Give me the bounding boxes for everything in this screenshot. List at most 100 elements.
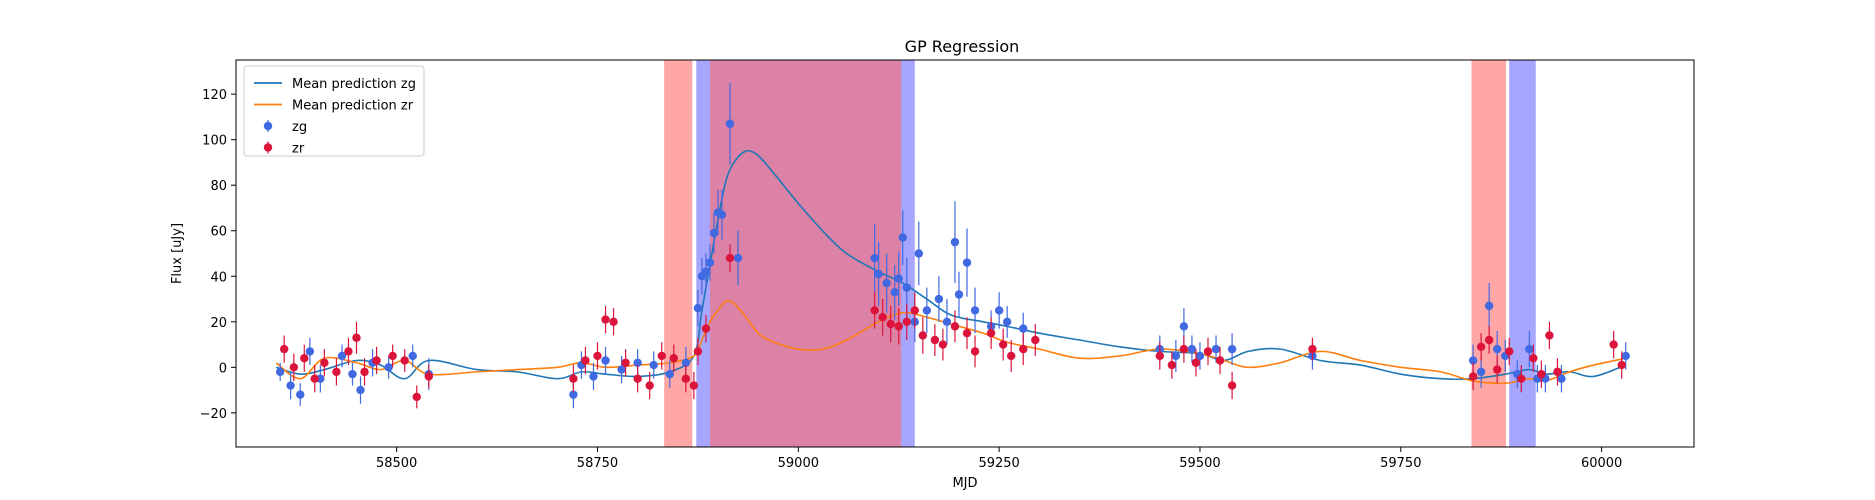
chart-title: GP Regression <box>905 37 1020 56</box>
point-zr-22 <box>657 351 666 361</box>
point-zg-19 <box>665 369 674 379</box>
point-zr-31 <box>886 319 895 329</box>
point-zg-36 <box>902 283 911 292</box>
band-red-2 <box>709 60 902 447</box>
point-zr-41 <box>986 328 996 338</box>
point-zr-10 <box>388 351 397 361</box>
point-zg-53 <box>1187 344 1197 354</box>
point-zr-61 <box>1537 369 1546 379</box>
point-zr-40 <box>970 347 980 356</box>
point-zg-60 <box>1484 301 1494 311</box>
x-tick-label: 58500 <box>376 456 417 471</box>
point-zg-28 <box>725 119 735 128</box>
point-zg-1 <box>286 381 295 390</box>
point-zg-27 <box>717 210 727 219</box>
point-zr-56 <box>1484 335 1494 345</box>
point-zr-59 <box>1517 374 1526 383</box>
axes-frame <box>235 59 1695 448</box>
y-tick-label: 60 <box>210 225 227 240</box>
point-zr-36 <box>930 335 940 345</box>
point-zg-23 <box>701 267 711 276</box>
point-zg-3 <box>305 347 315 356</box>
point-zr-54 <box>1468 372 1478 381</box>
x-tick-label: 58750 <box>577 456 618 471</box>
point-zr-63 <box>1553 367 1562 377</box>
point-zr-47 <box>1167 360 1177 370</box>
y-axis-title: Flux [uJy] <box>170 223 185 284</box>
point-zr-4 <box>320 358 329 367</box>
point-zr-35 <box>918 331 928 340</box>
point-zg-58 <box>1468 356 1478 365</box>
point-zr-60 <box>1529 354 1538 363</box>
band-red-0 <box>664 60 693 447</box>
point-zr-51 <box>1215 356 1225 365</box>
point-zg-68 <box>1621 351 1630 361</box>
legend-swatch-2 <box>263 121 273 131</box>
point-zg-32 <box>882 278 891 288</box>
point-zr-39 <box>962 328 972 338</box>
point-zr-14 <box>569 374 578 383</box>
point-zg-67 <box>1557 374 1566 383</box>
point-zr-53 <box>1308 344 1317 354</box>
point-zr-19 <box>621 358 630 367</box>
point-zr-52 <box>1227 381 1237 390</box>
point-zr-5 <box>332 367 341 377</box>
point-zr-2 <box>300 354 309 363</box>
series-line-zr <box>275 300 1626 385</box>
band-blue-4 <box>1509 60 1536 447</box>
point-zg-24 <box>705 258 715 267</box>
point-zg-5 <box>337 351 347 361</box>
series-points-zr <box>279 244 1626 409</box>
point-zr-30 <box>878 313 887 322</box>
point-zr-46 <box>1155 351 1165 361</box>
point-zr-12 <box>412 392 421 402</box>
point-zr-15 <box>581 356 590 365</box>
point-zg-21 <box>693 303 703 313</box>
y-axis-ticks: −20 0 20 40 60 80 100 120 <box>200 88 236 422</box>
point-zr-49 <box>1191 358 1201 367</box>
point-zg-29 <box>733 253 743 263</box>
point-zg-12 <box>569 390 578 399</box>
legend-label-1: Mean prediction zr <box>292 99 414 114</box>
point-zr-8 <box>360 367 369 377</box>
point-zr-25 <box>689 381 699 390</box>
point-zr-11 <box>400 356 409 365</box>
y-tick-label: 120 <box>202 88 227 103</box>
point-zr-24 <box>681 374 691 383</box>
point-zg-31 <box>874 269 883 279</box>
x-tick-label: 59750 <box>1380 456 1421 471</box>
point-zg-10 <box>408 351 417 361</box>
y-tick-label: −20 <box>200 407 227 422</box>
point-zr-64 <box>1609 340 1618 349</box>
y-tick-label: 100 <box>202 134 227 149</box>
point-zg-39 <box>922 306 932 315</box>
point-zg-55 <box>1211 344 1221 354</box>
point-zg-7 <box>356 385 365 395</box>
point-zg-49 <box>1019 324 1028 333</box>
point-zr-43 <box>1006 351 1016 361</box>
point-zg-44 <box>962 258 972 267</box>
point-zr-20 <box>633 374 642 383</box>
point-zr-34 <box>910 306 919 315</box>
point-zg-64 <box>1525 344 1534 354</box>
point-zg-15 <box>601 356 610 365</box>
legend-label-3: zr <box>292 142 305 157</box>
x-tick-label: 59500 <box>1179 456 1220 471</box>
point-zg-43 <box>954 290 964 299</box>
point-zr-28 <box>725 253 735 263</box>
plot-area <box>275 82 1630 409</box>
point-zr-0 <box>279 344 289 354</box>
point-zg-56 <box>1227 344 1237 354</box>
point-zr-16 <box>593 351 602 361</box>
point-zg-18 <box>649 360 658 370</box>
point-zr-27 <box>701 324 711 333</box>
point-zr-33 <box>902 317 911 326</box>
point-zg-16 <box>617 365 626 374</box>
point-zr-3 <box>310 374 319 383</box>
legend: Mean prediction zg Mean prediction zr zg zr <box>243 65 425 157</box>
y-tick-label: 0 <box>219 361 227 376</box>
point-zr-45 <box>1031 335 1040 345</box>
series-line-zg <box>275 149 1626 381</box>
point-zr-62 <box>1545 331 1554 340</box>
